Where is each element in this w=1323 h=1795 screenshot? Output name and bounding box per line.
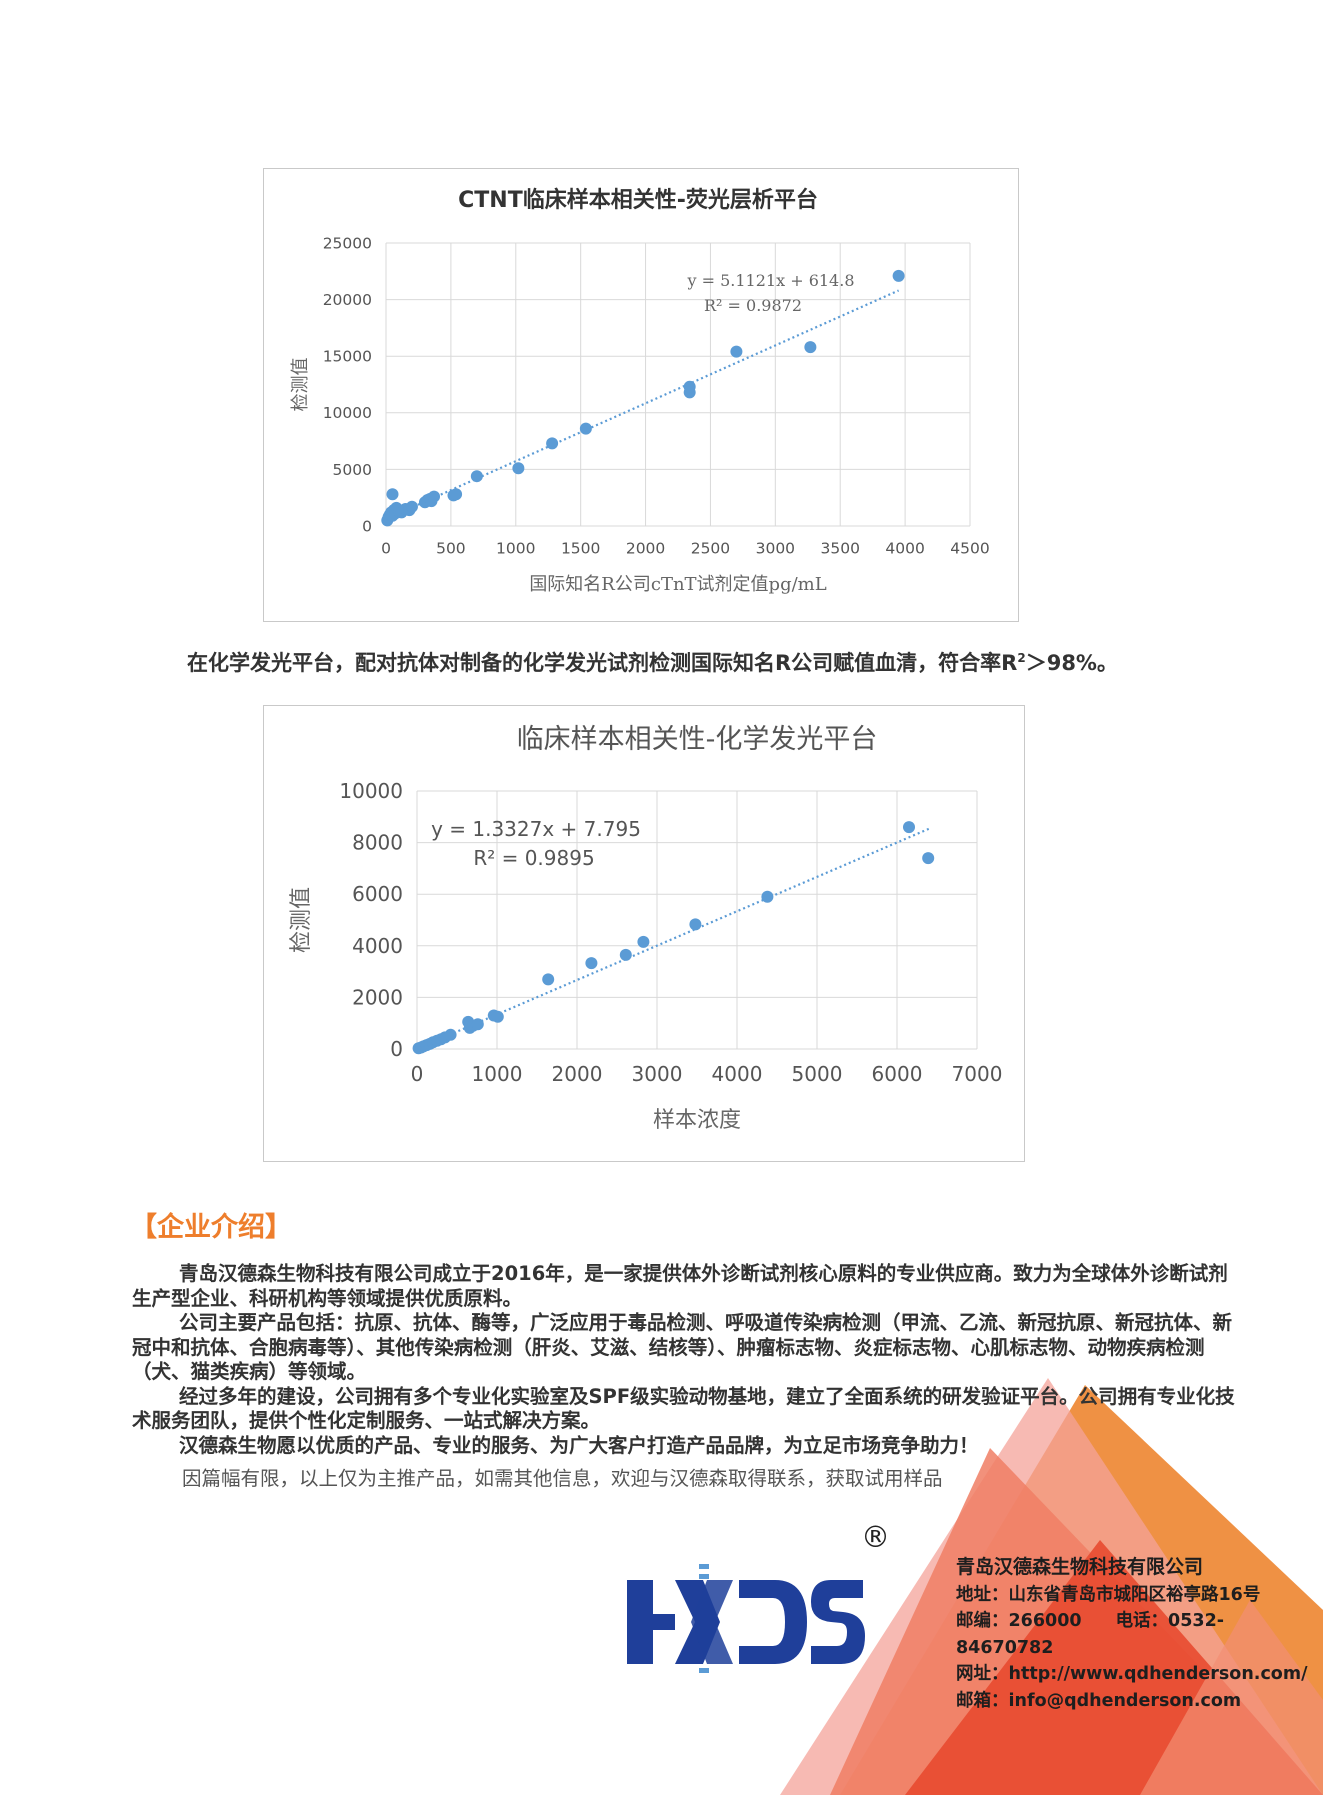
data-point	[491, 1010, 504, 1023]
intro-paragraph: 汉德森生物愿以优质的产品、专业的服务、为广大客户打造产品品牌，为立足市场竞争助力…	[179, 1433, 979, 1457]
y-tick-label: 15000	[323, 348, 372, 366]
data-point	[683, 380, 696, 393]
x-tick-label: 1000	[496, 540, 535, 558]
contact-email[interactable]: 邮箱：info@qdhenderson.com	[956, 1690, 1242, 1711]
hds-logo	[627, 1564, 865, 1673]
data-point	[689, 918, 702, 931]
y-tick-label: 10000	[339, 779, 403, 803]
x-tick-label: 3000	[632, 1062, 683, 1086]
contact-website[interactable]: 网址：http://www.qdhenderson.com/	[956, 1664, 1308, 1684]
data-point	[444, 1028, 457, 1041]
data-point	[450, 488, 463, 501]
x-axis-label: 国际知名R公司cTnT试剂定值pg/mL	[529, 574, 826, 595]
data-point	[730, 345, 743, 358]
data-point	[471, 1018, 484, 1031]
contact-block: 青岛汉德森生物科技有限公司 地址：山东省青岛市城阳区裕亭路16号 邮编：2660…	[956, 1554, 1316, 1714]
company-intro: 青岛汉德森生物科技有限公司成立于2016年，是一家提供体外诊断试剂核心原料的专业…	[132, 1262, 1237, 1492]
x-axis-label: 样本浓度	[653, 1108, 741, 1133]
y-axis-label: 检测值	[290, 358, 311, 412]
chart-caption: 在化学发光平台，配对抗体对制备的化学发光试剂检测国际知名R公司赋值血清，符合率R…	[187, 647, 1187, 677]
x-tick-label: 7000	[952, 1062, 1003, 1086]
x-tick-label: 6000	[872, 1062, 923, 1086]
y-tick-label: 8000	[352, 831, 403, 855]
x-tick-label: 2000	[626, 540, 665, 558]
intro-paragraph: 公司主要产品包括：抗原、抗体、酶等，广泛应用于毒品检测、呼吸道传染病检测（甲流、…	[132, 1311, 1233, 1383]
y-tick-label: 4000	[352, 934, 403, 958]
contact-post-phone: 邮编：266000 电话：0532-84670782	[956, 1608, 1316, 1661]
y-tick-label: 0	[390, 1037, 403, 1061]
data-point	[386, 488, 399, 501]
trend-equation: y = 1.3327x + 7.795	[431, 817, 641, 841]
data-point	[637, 935, 650, 948]
x-tick-label: 0	[381, 540, 391, 558]
data-point	[903, 821, 915, 834]
data-point	[619, 948, 632, 961]
contact-postcode: 邮编：266000	[956, 1611, 1082, 1631]
trend-r2: R² = 0.9895	[473, 846, 594, 870]
caption-text-before: 在化学发光平台，配对抗体对制备的化学发光试剂检测国际知名R公司赋值血清，符合率R	[187, 651, 1018, 675]
chart-chemi-svg: 临床样本相关性-化学发光平台 0 2000 4000 6000 8000 10000 0 100…	[289, 724, 1003, 1133]
trendline	[385, 289, 900, 521]
chart-ctnt-svg: CTNT临床样本相关性-荧光层析平台0500010000150002000025…	[290, 187, 990, 595]
y-axis-label: 检测值	[289, 887, 314, 953]
x-tick-label: 3500	[820, 540, 859, 558]
x-tick-label: 4500	[950, 540, 989, 558]
x-tick-label: 4000	[885, 540, 924, 558]
registered-mark: ®	[861, 1520, 890, 1554]
data-point	[585, 957, 598, 970]
y-tick-label: 25000	[323, 234, 372, 252]
x-tick-label: 4000	[712, 1062, 763, 1086]
data-point	[546, 437, 559, 450]
data-point	[804, 341, 817, 354]
chart-chemiluminescence: 临床样本相关性-化学发光平台 0 2000 4000 6000 8000 10000 0 100…	[263, 705, 1025, 1162]
caption-text-after: ＞98%。	[1025, 651, 1118, 675]
y-tick-label: 6000	[352, 882, 403, 906]
data-point	[579, 422, 592, 435]
data-point	[761, 890, 774, 903]
data-point	[542, 973, 555, 986]
x-tick-label: 1000	[472, 1062, 523, 1086]
contact-address: 地址：山东省青岛市城阳区裕亭路16号	[956, 1584, 1261, 1605]
contact-phone: 电话：0532-84670782	[956, 1611, 1225, 1658]
data-point	[922, 852, 935, 865]
data-point	[512, 462, 525, 475]
y-tick-label: 20000	[323, 291, 372, 309]
y-tick-label: 5000	[333, 461, 372, 479]
company-name: 青岛汉德森生物科技有限公司	[956, 1556, 1204, 1578]
chart-ctnt-fluorescence: CTNT临床样本相关性-荧光层析平台 0 5000 10000 15000 20000 25…	[263, 168, 1019, 622]
chart-title: CTNT临床样本相关性-荧光层析平台	[458, 187, 818, 213]
y-tick-label: 0	[362, 517, 372, 535]
data-point	[470, 470, 483, 483]
x-tick-label: 2500	[691, 540, 730, 558]
trend-r2: R² = 0.9872	[704, 296, 802, 315]
section-title: 【企业介绍】	[130, 1212, 292, 1243]
x-tick-label: 2000	[552, 1062, 603, 1086]
trend-equation: y = 5.1121x + 614.8	[686, 271, 854, 290]
caption-sup: 2	[1017, 651, 1026, 665]
data-point	[405, 500, 418, 513]
x-tick-label: 1500	[561, 540, 600, 558]
data-point	[892, 269, 905, 282]
intro-paragraph: 经过多年的建设，公司拥有多个专业化实验室及SPF级实验动物基地，建立了全面系统的…	[132, 1384, 1235, 1433]
intro-closing: 因篇幅有限，以上仅为主推产品，如需其他信息，欢迎与汉德森取得联系，获取试用样品	[182, 1467, 943, 1490]
x-tick-label: 500	[436, 540, 466, 558]
y-tick-label: 10000	[323, 404, 372, 422]
data-point	[428, 490, 441, 503]
y-tick-label: 2000	[352, 985, 403, 1009]
x-tick-label: 0	[411, 1062, 424, 1086]
intro-paragraph: 青岛汉德森生物科技有限公司成立于2016年，是一家提供体外诊断试剂核心原料的专业…	[132, 1262, 1228, 1310]
chart-title: 临床样本相关性-化学发光平台	[517, 724, 878, 755]
x-tick-label: 5000	[792, 1062, 843, 1086]
x-tick-label: 3000	[756, 540, 795, 558]
